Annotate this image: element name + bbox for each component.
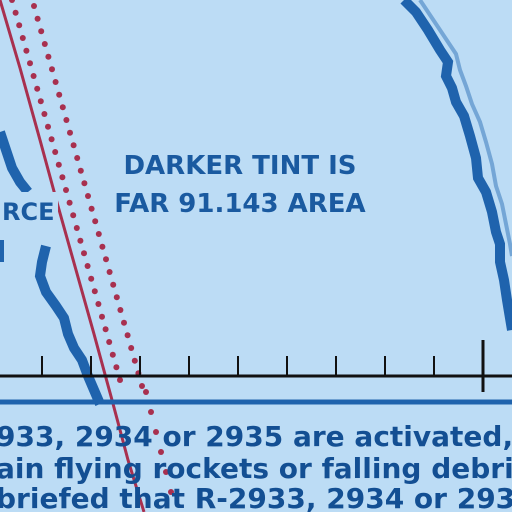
boundary-dot xyxy=(9,0,15,3)
boundary-dot xyxy=(106,269,113,275)
boundary-dot xyxy=(52,79,59,85)
boundary-dot xyxy=(70,212,77,219)
boundary-dot xyxy=(63,187,69,193)
boundary-dot xyxy=(106,339,113,345)
boundary-dot xyxy=(124,332,131,339)
boundary-dot xyxy=(88,275,95,282)
restricted-area-boundary-right-tint xyxy=(418,0,512,257)
boundary-dot xyxy=(67,129,73,136)
boundary-dot xyxy=(56,91,63,98)
boundary-dot xyxy=(59,104,66,111)
boundary-dot xyxy=(95,301,102,307)
partial-label-box xyxy=(0,192,58,228)
boundary-dot xyxy=(81,180,88,187)
partial-label: RCE xyxy=(2,198,55,226)
boundary-dot xyxy=(113,294,120,301)
note-line-2: ain flying rockets or falling debris. xyxy=(0,452,512,485)
boundary-dot xyxy=(59,174,66,181)
boundary-dot xyxy=(74,155,81,161)
boundary-dot xyxy=(38,28,45,35)
boundary-dot xyxy=(92,218,99,225)
boundary-dot xyxy=(168,489,174,495)
boundary-dot xyxy=(95,231,102,237)
boundary-dot xyxy=(84,263,91,269)
boundary-dot xyxy=(91,288,98,295)
tint-label-line-1: DARKER TINT IS xyxy=(123,151,356,181)
boundary-dot xyxy=(77,237,84,244)
boundary-dot xyxy=(148,409,154,415)
boundary-dot xyxy=(66,199,73,206)
boundary-dot xyxy=(23,47,30,54)
boundary-dot xyxy=(158,449,164,455)
boundary-dot xyxy=(139,383,145,389)
boundary-dot xyxy=(19,35,26,41)
boundary-dot xyxy=(48,136,55,143)
boundary-dot xyxy=(31,3,37,9)
boundary-dot xyxy=(121,319,127,326)
boundary-dot xyxy=(102,326,109,333)
boundary-dot xyxy=(153,429,159,435)
boundary-dot xyxy=(37,98,44,105)
boundary-dot xyxy=(99,243,106,250)
graticule-ticks xyxy=(41,340,485,392)
boundary-dot xyxy=(41,111,48,117)
boundary-dot xyxy=(34,85,41,92)
boundary-dot xyxy=(117,377,123,383)
boundary-dot xyxy=(45,53,52,60)
boundary-dot xyxy=(110,281,117,288)
maroon-boundary-line xyxy=(0,0,146,512)
boundary-dot xyxy=(63,117,70,123)
boundary-dot xyxy=(52,149,59,155)
boundary-dot xyxy=(49,66,55,73)
boundary-dot xyxy=(45,123,51,130)
restricted-area-boundary-right xyxy=(400,0,512,331)
boundary-dot xyxy=(85,193,91,199)
boundary-dot xyxy=(70,142,77,149)
boundary-dot xyxy=(109,351,116,358)
boundary-dot xyxy=(88,205,95,212)
restricted-area-boundary-left-upper xyxy=(0,130,32,196)
tint-label-line-2: FAR 91.143 AREA xyxy=(114,189,365,219)
dotted-boundary xyxy=(9,0,174,495)
restricted-area-boundary-left-lower xyxy=(34,244,105,406)
boundary-dot xyxy=(12,9,19,16)
boundary-dot xyxy=(163,469,169,475)
boundary-dot xyxy=(103,256,109,263)
boundary-dot xyxy=(113,364,120,371)
boundary-dot xyxy=(143,389,149,395)
boundary-dot xyxy=(27,60,33,67)
boundary-dot xyxy=(77,167,84,174)
boundary-dot xyxy=(131,357,138,364)
note-line-3: briefed that R-2933, 2934 or 2935 xyxy=(0,482,512,512)
boundary-dot xyxy=(99,313,105,320)
boundary-dot xyxy=(73,225,80,231)
boundary-dot xyxy=(30,73,37,79)
boundary-dot xyxy=(128,345,135,351)
boundary-dot xyxy=(16,22,23,29)
note-line-1: 933, 2934 or 2935 are activated, p xyxy=(0,420,512,453)
boundary-dot xyxy=(41,41,48,47)
boundary-dot xyxy=(34,15,41,22)
boundary-dot xyxy=(81,250,87,257)
boundary-dot xyxy=(117,307,124,313)
boundary-dot xyxy=(55,161,62,168)
